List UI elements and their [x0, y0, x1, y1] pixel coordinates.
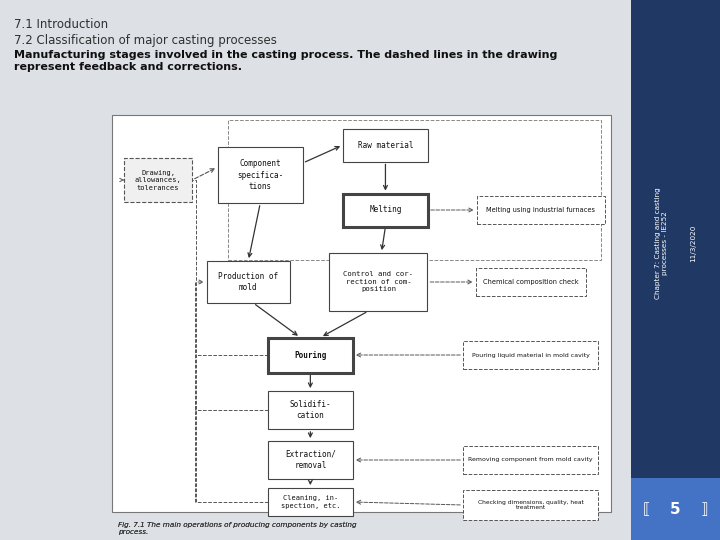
Text: ⟦: ⟦ [643, 502, 651, 517]
Bar [343, 193, 428, 226]
Text: 7.2 Classification of major casting processes: 7.2 Classification of major casting proc… [14, 34, 277, 47]
Text: Pouring: Pouring [294, 350, 327, 360]
Text: 11/3/2020: 11/3/2020 [690, 224, 696, 262]
Text: Solidifi-
cation: Solidifi- cation [289, 400, 331, 420]
Text: 5: 5 [670, 502, 680, 517]
Text: 7.1 Introduction: 7.1 Introduction [14, 18, 108, 31]
Bar [631, 478, 720, 540]
Bar [217, 147, 303, 203]
Text: ⟧: ⟧ [700, 502, 708, 517]
Text: Fig. 7.1 The main operations of producing components by casting
process.: Fig. 7.1 The main operations of producin… [118, 522, 356, 535]
Bar [268, 338, 353, 373]
Text: Checking dimensions, quality, heat
treatment: Checking dimensions, quality, heat treat… [477, 500, 583, 510]
Bar [268, 391, 353, 429]
Bar [329, 253, 428, 311]
Text: Chemical composition check: Chemical composition check [483, 279, 578, 285]
Bar [463, 446, 598, 474]
Text: Melting using industrial furnaces: Melting using industrial furnaces [486, 207, 595, 213]
Text: Production of
mold: Production of mold [218, 272, 279, 292]
Text: Extraction/
removal: Extraction/ removal [285, 450, 336, 470]
Text: Chapter 7: Casting and casting
processes - IE252: Chapter 7: Casting and casting processes… [655, 187, 668, 299]
Bar [463, 490, 598, 520]
Text: Raw material: Raw material [358, 140, 413, 150]
Bar [343, 129, 428, 161]
Text: Removing component from mold cavity: Removing component from mold cavity [468, 457, 593, 462]
Text: Pouring liquid material in mold cavity: Pouring liquid material in mold cavity [472, 353, 590, 357]
Text: Manufacturing stages involved in the casting process. The dashed lines in the dr: Manufacturing stages involved in the cas… [14, 50, 557, 72]
Text: Control and cor-
rection of com-
position: Control and cor- rection of com- positio… [343, 272, 413, 293]
Bar [268, 488, 353, 516]
Bar [228, 120, 600, 260]
Bar [477, 196, 605, 224]
Bar [463, 341, 598, 369]
Bar [207, 261, 290, 303]
Bar [112, 115, 611, 512]
Bar [268, 441, 353, 479]
Text: Component
specifica-
tions: Component specifica- tions [237, 159, 284, 191]
Text: Fig. 7.1 The main operations of producing components by casting
process.: Fig. 7.1 The main operations of producin… [118, 522, 356, 535]
Bar [475, 268, 585, 296]
Text: Melting: Melting [369, 206, 402, 214]
Text: Drawing,
allowances,
tolerances: Drawing, allowances, tolerances [135, 170, 181, 191]
Text: Cleaning, in-
spection, etc.: Cleaning, in- spection, etc. [281, 495, 340, 509]
Bar [124, 158, 192, 202]
